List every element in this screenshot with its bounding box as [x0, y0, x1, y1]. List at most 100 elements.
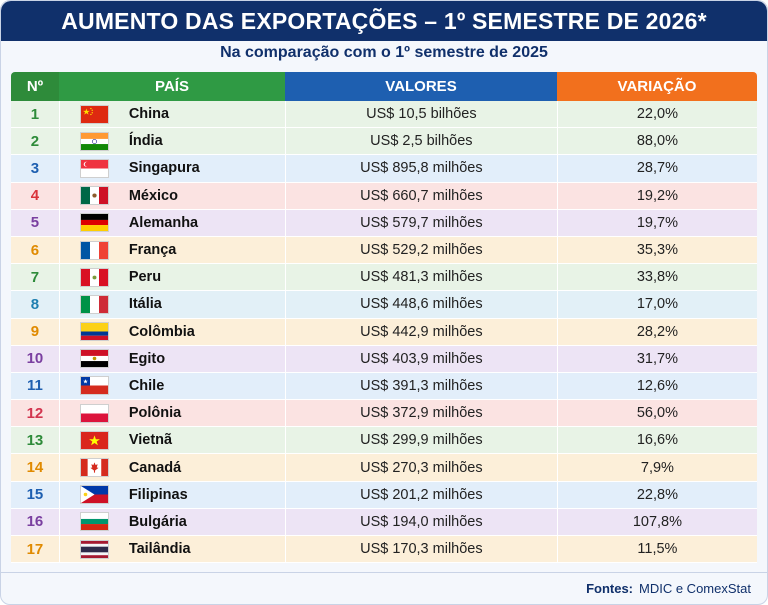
poland-flag-icon	[79, 403, 109, 423]
change-percent: 7,9%	[640, 459, 674, 476]
rank-number: 8	[11, 291, 60, 318]
rank-number: 5	[11, 209, 60, 236]
singapore-flag-icon	[79, 158, 109, 178]
country-cell: Singapura	[60, 155, 286, 182]
export-value: US$ 10,5 bilhões	[286, 101, 558, 128]
export-value: US$ 481,3 milhões	[286, 264, 558, 291]
rank-number: 15	[11, 481, 60, 508]
page-title: AUMENTO DAS EXPORTAÇÕES – 1º SEMESTRE DE…	[61, 7, 707, 34]
table-row: 5 Alemanha US$ 579,7 milhões 19,7%	[11, 209, 757, 237]
change-percent: 22,8%	[636, 486, 678, 503]
rank-number: 14	[11, 454, 60, 481]
table-row: 8 Itália US$ 448,6 milhões 17,0%	[11, 291, 757, 319]
export-value: US$ 299,9 milhões	[286, 427, 558, 454]
country-cell: Polônia	[60, 400, 286, 427]
change-percent: 28,7%	[636, 160, 678, 177]
rank-number: 6	[11, 236, 60, 264]
chile-flag-icon	[79, 376, 109, 396]
country-name: Filipinas	[128, 486, 188, 503]
export-value: US$ 579,7 milhões	[286, 209, 558, 236]
country-name: Chile	[128, 377, 165, 394]
china-flag-icon	[79, 104, 109, 124]
change-percent: 56,0%	[636, 405, 678, 422]
country-cell: México	[60, 182, 286, 209]
rank-number: 11	[11, 372, 60, 400]
table-row: 15 Filipinas US$ 201,2 milhões 22,8%	[11, 481, 757, 509]
page-subtitle: Na comparação com o 1º semestre de 2025	[220, 44, 548, 61]
country-name: Polônia	[128, 405, 182, 422]
export-value: US$ 442,9 milhões	[286, 318, 558, 345]
change-percent: 16,6%	[636, 432, 678, 449]
change-percent: 19,7%	[636, 214, 678, 231]
export-value: US$ 372,9 milhões	[286, 400, 558, 427]
table-row: 9 Colômbia US$ 442,9 milhões 28,2%	[11, 318, 757, 346]
india-flag-icon	[79, 131, 109, 151]
change-percent: 33,8%	[636, 269, 678, 286]
change-percent: 88,0%	[636, 133, 678, 150]
change-percent: 35,3%	[636, 242, 678, 259]
rank-number: 2	[11, 128, 60, 155]
change-percent: 17,0%	[636, 296, 678, 313]
country-name: Colômbia	[128, 323, 195, 340]
country-cell: França	[60, 236, 286, 264]
header-number: Nº	[11, 72, 59, 101]
country-name: Alemanha	[128, 214, 199, 231]
country-cell: Canadá	[60, 454, 286, 481]
peru-flag-icon	[79, 267, 109, 287]
country-name: Tailândia	[128, 541, 191, 558]
bulgaria-flag-icon	[79, 512, 109, 532]
country-name: México	[128, 187, 178, 204]
colombia-flag-icon	[79, 322, 109, 342]
table-row: 17 Tailândia US$ 170,3 milhões 11,5%	[11, 536, 757, 564]
title-banner: AUMENTO DAS EXPORTAÇÕES – 1º SEMESTRE DE…	[1, 1, 767, 41]
country-cell: China	[60, 101, 286, 128]
sources-text: MDIC e ComexStat	[639, 581, 751, 596]
rank-number: 3	[11, 155, 60, 182]
export-value: US$ 403,9 milhões	[286, 345, 558, 372]
table-row: 6 França US$ 529,2 milhões 35,3%	[11, 236, 757, 265]
country-name: Itália	[128, 296, 162, 313]
egypt-flag-icon	[79, 349, 109, 369]
table-row: 2 Índia US$ 2,5 bilhões 88,0%	[11, 128, 757, 156]
canada-flag-icon	[79, 458, 109, 478]
country-cell: Vietnã	[60, 427, 286, 454]
country-cell: Alemanha	[60, 209, 286, 236]
mexico-flag-icon	[79, 186, 109, 206]
table-row: 16 Bulgária US$ 194,0 milhões 107,8%	[11, 508, 757, 536]
country-name: Vietnã	[128, 432, 173, 449]
country-name: Peru	[128, 269, 162, 286]
country-cell: Colômbia	[60, 318, 286, 345]
rank-number: 13	[11, 427, 60, 454]
rank-number: 10	[11, 345, 60, 372]
rank-number: 7	[11, 264, 60, 291]
country-cell: Itália	[60, 291, 286, 318]
thailand-flag-icon	[79, 539, 109, 559]
country-cell: Chile	[60, 372, 286, 400]
germany-flag-icon	[79, 213, 109, 233]
export-value: US$ 201,2 milhões	[286, 481, 558, 508]
country-name: Egito	[128, 350, 166, 367]
table-row: 10 Egito US$ 403,9 milhões 31,7%	[11, 345, 757, 373]
country-name: França	[128, 242, 177, 259]
exports-table: Nº PAÍS VALORES VARIAÇÃO 1 China US$ 10,5 …	[11, 72, 757, 564]
country-name: China	[128, 106, 170, 123]
change-percent: 107,8%	[632, 513, 682, 530]
export-value: US$ 270,3 milhões	[286, 454, 558, 481]
sources-label: Fontes:	[586, 581, 634, 596]
table-row: 14 Canadá US$ 270,3 milhões 7,9%	[11, 454, 757, 482]
table-row: 11 Chile US$ 391,3 milhões 12,6%	[11, 372, 757, 401]
table-row: 4 México US$ 660,7 milhões 19,2%	[11, 182, 757, 210]
country-name: Bulgária	[128, 513, 187, 530]
country-cell: Índia	[60, 128, 286, 155]
table-row: 13 Vietnã US$ 299,9 milhões 16,6%	[11, 427, 757, 455]
export-value: US$ 194,0 milhões	[286, 508, 558, 535]
change-percent: 22,0%	[636, 106, 678, 123]
change-percent: 28,2%	[636, 323, 678, 340]
footer: Fontes: MDIC e ComexStat	[1, 572, 767, 604]
table-row: 1 China US$ 10,5 bilhões 22,0%	[11, 101, 757, 129]
country-cell: Bulgária	[60, 508, 286, 535]
table-row: 3 Singapura US$ 895,8 milhões 28,7%	[11, 155, 757, 183]
export-value: US$ 391,3 milhões	[286, 372, 558, 400]
italy-flag-icon	[79, 294, 109, 314]
